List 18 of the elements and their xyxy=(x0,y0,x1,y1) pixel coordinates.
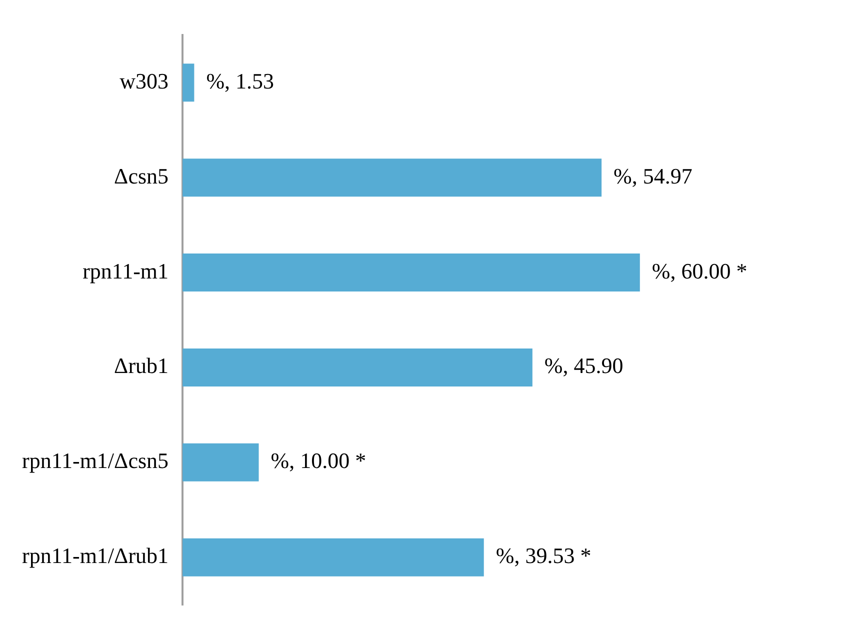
y-tick-label: Δrub1 xyxy=(114,353,169,378)
data-label: %, 39.53 * xyxy=(496,543,592,568)
y-tick-label: rpn11-m1 xyxy=(82,258,169,284)
y-tick-label: rpn11-m1/Δrub1 xyxy=(22,543,169,568)
data-label: %, 10.00 * xyxy=(270,448,366,474)
bar xyxy=(182,443,259,482)
bar xyxy=(182,348,532,386)
data-label: %, 1.53 xyxy=(206,68,274,94)
y-tick-label: rpn11-m1/Δcsn5 xyxy=(22,448,169,474)
bar xyxy=(182,254,640,292)
data-label: %, 54.97 xyxy=(614,163,692,188)
bar xyxy=(182,158,602,197)
y-tick-label: w303 xyxy=(120,68,169,94)
bar xyxy=(182,64,194,102)
data-label: %, 60.00 * xyxy=(652,258,748,284)
y-tick-label: Δcsn5 xyxy=(114,163,169,188)
bar xyxy=(182,538,484,576)
data-label: %, 45.90 xyxy=(544,353,624,378)
